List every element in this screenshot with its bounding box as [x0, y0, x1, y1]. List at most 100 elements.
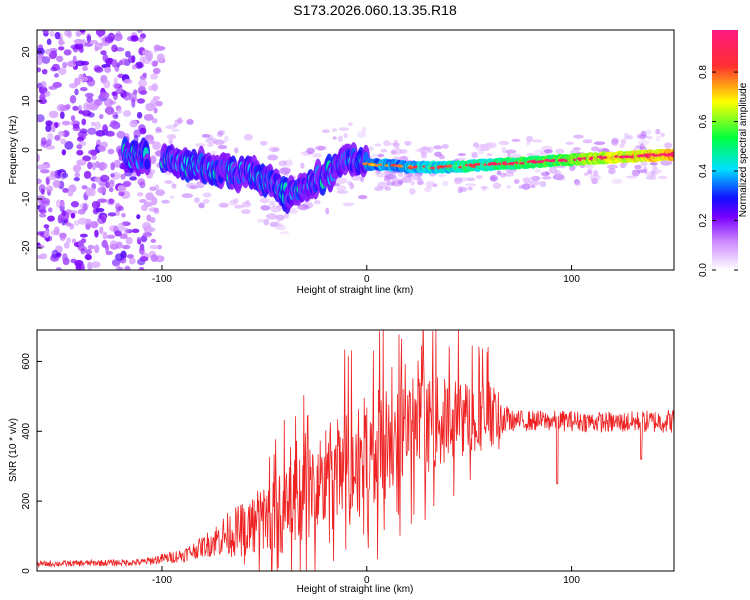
spectrogram-cell [498, 140, 510, 146]
spectrogram-cell [37, 231, 44, 236]
spectrogram-cell [421, 152, 428, 159]
spectrogram-cell [174, 119, 184, 123]
spectrogram-cell [645, 171, 658, 177]
spectrogram-cell [606, 164, 619, 170]
spectrogram-cell [555, 148, 565, 154]
spectrogram-cell [45, 124, 52, 133]
spectrogram-cell [168, 138, 174, 145]
spectrogram-cell [151, 196, 158, 206]
spectrogram-cell [666, 152, 674, 157]
spectrogram-cell [56, 103, 67, 112]
spectrogram-cell [42, 30, 49, 34]
spectrogram-cell [528, 176, 535, 182]
spectrogram-cell [39, 253, 48, 260]
spectrogram-cell [409, 187, 416, 195]
spectrogram-y-tick-label: -10 [21, 191, 32, 206]
colorbar-ticks: 0.0 0.2 0.4 0.6 0.8 [698, 65, 738, 277]
spectrogram-cell [416, 180, 424, 186]
spectrogram-cell [639, 133, 647, 140]
spectrogram-cell [63, 241, 70, 249]
spectrogram-cell [499, 172, 507, 178]
spectrogram-cell [115, 88, 125, 95]
spectrogram-cell [150, 254, 158, 262]
spectrogram-cell [75, 262, 82, 270]
spectrogram-y-tick-label: -20 [21, 240, 32, 255]
spectrogram-cell [70, 212, 76, 219]
spectrogram-cell [109, 100, 117, 105]
spectrogram-cell [387, 170, 396, 175]
spectrogram-y-ticks: -20 -10 0 10 20 [21, 46, 42, 255]
spectrogram-cell [131, 55, 136, 63]
spectrogram-cell [90, 121, 96, 127]
spectrogram-cell [337, 135, 344, 143]
spectrogram-cell [531, 176, 541, 181]
spectrogram-cell [115, 264, 121, 270]
spectrogram-cell [218, 202, 229, 208]
spectrogram-cell [76, 136, 85, 142]
spectrogram-cell [157, 57, 163, 63]
spectrogram-cell [645, 129, 652, 135]
spectrogram-cell [59, 232, 67, 239]
spectrogram-cell [130, 35, 139, 42]
spectrogram-cell [78, 217, 88, 225]
spectrogram-cell [41, 68, 48, 75]
spectrogram-cell [152, 60, 158, 67]
spectrogram-cell [438, 154, 445, 160]
spectrogram-cell [202, 199, 210, 204]
snr-x-tick-label: 100 [563, 575, 580, 586]
spectrogram-cell [245, 199, 250, 205]
spectrogram-cell [80, 247, 86, 255]
spectrogram-cell [40, 80, 47, 89]
spectrogram-cell [122, 92, 131, 101]
spectrogram-cell [75, 30, 82, 37]
spectrogram-cell [104, 66, 112, 73]
spectrogram-cell [275, 219, 281, 224]
spectrogram-cell [297, 204, 310, 211]
spectrogram-cell [619, 143, 625, 148]
spectrogram-cell [37, 47, 45, 56]
spectrogram-cell [441, 144, 449, 149]
spectrogram-cell [64, 140, 74, 150]
spectrogram-cell [166, 134, 177, 140]
spectrogram-cell [476, 175, 483, 179]
spectrogram-cell [425, 180, 435, 188]
spectrogram-cell [161, 199, 170, 204]
spectrogram-cell [72, 123, 80, 129]
spectrogram-cell [106, 107, 112, 116]
spectrogram-cell [484, 142, 492, 149]
spectrogram-cell [85, 187, 93, 197]
spectrogram-cell [149, 155, 157, 165]
spectrogram-cell [48, 50, 57, 60]
spectrogram-cell [83, 170, 92, 179]
spectrogram-cell [99, 91, 106, 98]
spectrogram-cell [171, 183, 177, 189]
spectrogram-cell [554, 170, 562, 177]
spectrogram-cell [136, 236, 142, 244]
spectrogram-cell [94, 42, 103, 51]
spectrogram-cell [84, 249, 93, 255]
spectrogram-cell [120, 173, 126, 180]
spectrogram-cell [113, 33, 123, 42]
spectrogram-cell [82, 65, 89, 72]
spectrogram-cell [104, 36, 114, 44]
spectrogram-cell [95, 207, 105, 213]
spectrogram-cell [66, 237, 72, 244]
spectrogram-cell [265, 213, 278, 220]
colorbar: 0.0 0.2 0.4 0.6 0.8 Normalized spectral ampl… [698, 30, 749, 277]
spectrogram-cell [153, 207, 160, 214]
spectrogram-cell [117, 205, 124, 212]
spectrogram-cell [651, 169, 663, 174]
snr-y-tick-label: 600 [21, 353, 32, 370]
spectrogram-cell [194, 197, 200, 204]
spectrogram-y-tick-label: 0 [21, 147, 32, 153]
spectrogram-cell [377, 181, 389, 189]
spectrogram-cell [76, 144, 83, 150]
spectrogram-cell [591, 146, 600, 152]
spectrogram-cell [620, 138, 627, 145]
spectrogram-cell [268, 146, 280, 153]
spectrogram-cell [243, 133, 254, 141]
spectrogram-cell [169, 195, 175, 199]
spectrogram-cell [540, 171, 551, 177]
spectrogram-cell [74, 171, 80, 178]
spectrogram-cell [102, 231, 108, 240]
